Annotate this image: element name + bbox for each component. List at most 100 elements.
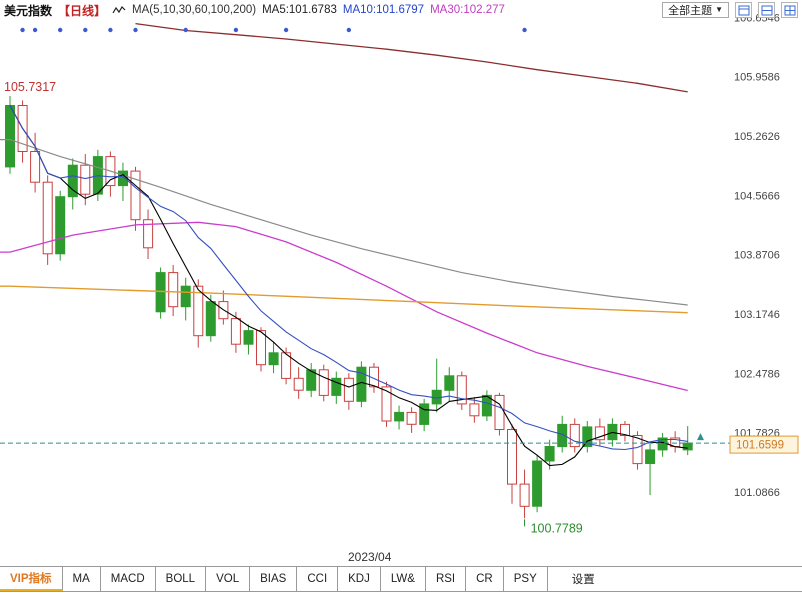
y-axis-tick: 103.1746 [734,309,780,321]
month-label: 2023/04 [348,550,392,564]
candle-body [306,369,317,391]
candle-body [469,403,480,417]
tab-settings[interactable]: 设置 [571,574,595,586]
candle-body [406,411,417,425]
candle-body [444,375,455,391]
tab-psy[interactable]: PSY [504,567,548,591]
candle-body [293,377,304,391]
tab-macd[interactable]: MACD [101,567,156,591]
event-dot [32,27,38,33]
y-axis-tick: 101.0866 [734,487,780,499]
ma200-line [135,22,688,93]
event-dot [58,27,63,33]
chart-layout-button-single[interactable] [735,2,752,18]
theme-dropdown-label: 全部主题 [668,5,713,17]
event-dot [83,27,88,33]
candle-body [582,426,593,447]
last-price-badge [729,435,799,454]
chart-layout-button-grid[interactable] [781,2,798,18]
candle-body [569,423,580,448]
candle-body [5,105,15,168]
event-dot [108,27,113,33]
tab-boll[interactable]: BOLL [156,567,207,591]
tab-ma[interactable]: MA [63,567,101,591]
chart-layout-button-split[interactable] [758,2,775,18]
candle-body [343,377,354,402]
last-price-value: 101.6599 [736,440,784,452]
candle-body [394,411,405,422]
candle-body [42,181,53,255]
candle-body [130,170,141,221]
tab-bias[interactable]: BIAS [250,567,298,591]
event-dot [346,27,352,33]
candle-body [268,352,279,366]
tab-rsi[interactable]: RSI [426,567,467,591]
candle-body [143,219,154,249]
event-dot [522,27,527,33]
candle-body [230,318,241,345]
event-dot [133,27,138,33]
ma10-line [9,105,688,451]
event-dot [183,27,188,33]
tab-cci[interactable]: CCI [297,567,339,591]
candle-body [456,375,467,405]
ma30-line [0,221,688,392]
tab-kdj[interactable]: KDJ [338,567,381,591]
y-axis-tick: 102.4786 [734,368,780,380]
y-axis-tick: 103.8706 [734,250,780,262]
ma100-line [0,139,688,306]
candle-body [205,301,216,337]
event-dot [233,27,239,33]
tab-vol[interactable]: VOL [206,567,251,591]
candle-body [507,429,517,485]
candle-body [381,386,392,422]
single-pane-icon [738,5,749,15]
candle-body [118,170,128,187]
candle-body [645,449,656,464]
candle-body [331,377,342,396]
candle-body [67,164,78,198]
ma5-line [9,105,688,467]
candle-body [180,285,191,308]
event-dot [20,27,25,33]
candle-body [168,272,179,308]
candle-body [80,164,91,195]
high-price-label: 105.7317 [4,80,56,94]
candle-body [419,403,430,425]
last-price-marker-icon [697,433,704,441]
candle-body [557,423,568,448]
candle-body [544,446,555,462]
candle-body [620,423,630,436]
candle-body [281,352,292,379]
candle-body [594,426,605,441]
tab-lwr[interactable]: LW& [381,567,426,591]
tab-vip-indicator[interactable]: VIP指标 [0,567,63,591]
grid-pane-icon [784,5,795,15]
candle-body [519,483,530,507]
ma60-line [0,285,688,314]
candle-body [318,369,329,396]
candle-body [494,394,505,430]
x-axis: 2023/04 [0,548,802,566]
split-pane-icon [761,5,772,15]
y-axis-tick: 105.9586 [734,72,780,84]
candle-body [532,460,543,507]
caret-down-icon: ▼ [715,5,723,14]
low-price-label: 100.7789 [531,521,583,535]
candle-body [632,435,643,465]
candle-body [256,330,266,366]
indicator-toolbar: VIP指标 MA MACD BOLL VOL BIAS CCI KDJ LW& … [0,566,802,592]
candle-body [243,330,254,345]
theme-dropdown-button[interactable]: 全部主题 ▼ [662,2,729,18]
event-dot [283,27,289,33]
candle-body [30,151,41,183]
y-axis-tick: 104.5666 [734,190,780,202]
candle-body [193,285,204,337]
y-axis-tick: 105.2626 [734,131,780,143]
price-chart[interactable]: 105.7317100.7789106.6546105.9586105.2626… [0,0,802,548]
tab-cr[interactable]: CR [466,567,504,591]
candle-body [682,442,693,451]
candle-body [481,394,492,417]
candle-body [55,196,66,255]
